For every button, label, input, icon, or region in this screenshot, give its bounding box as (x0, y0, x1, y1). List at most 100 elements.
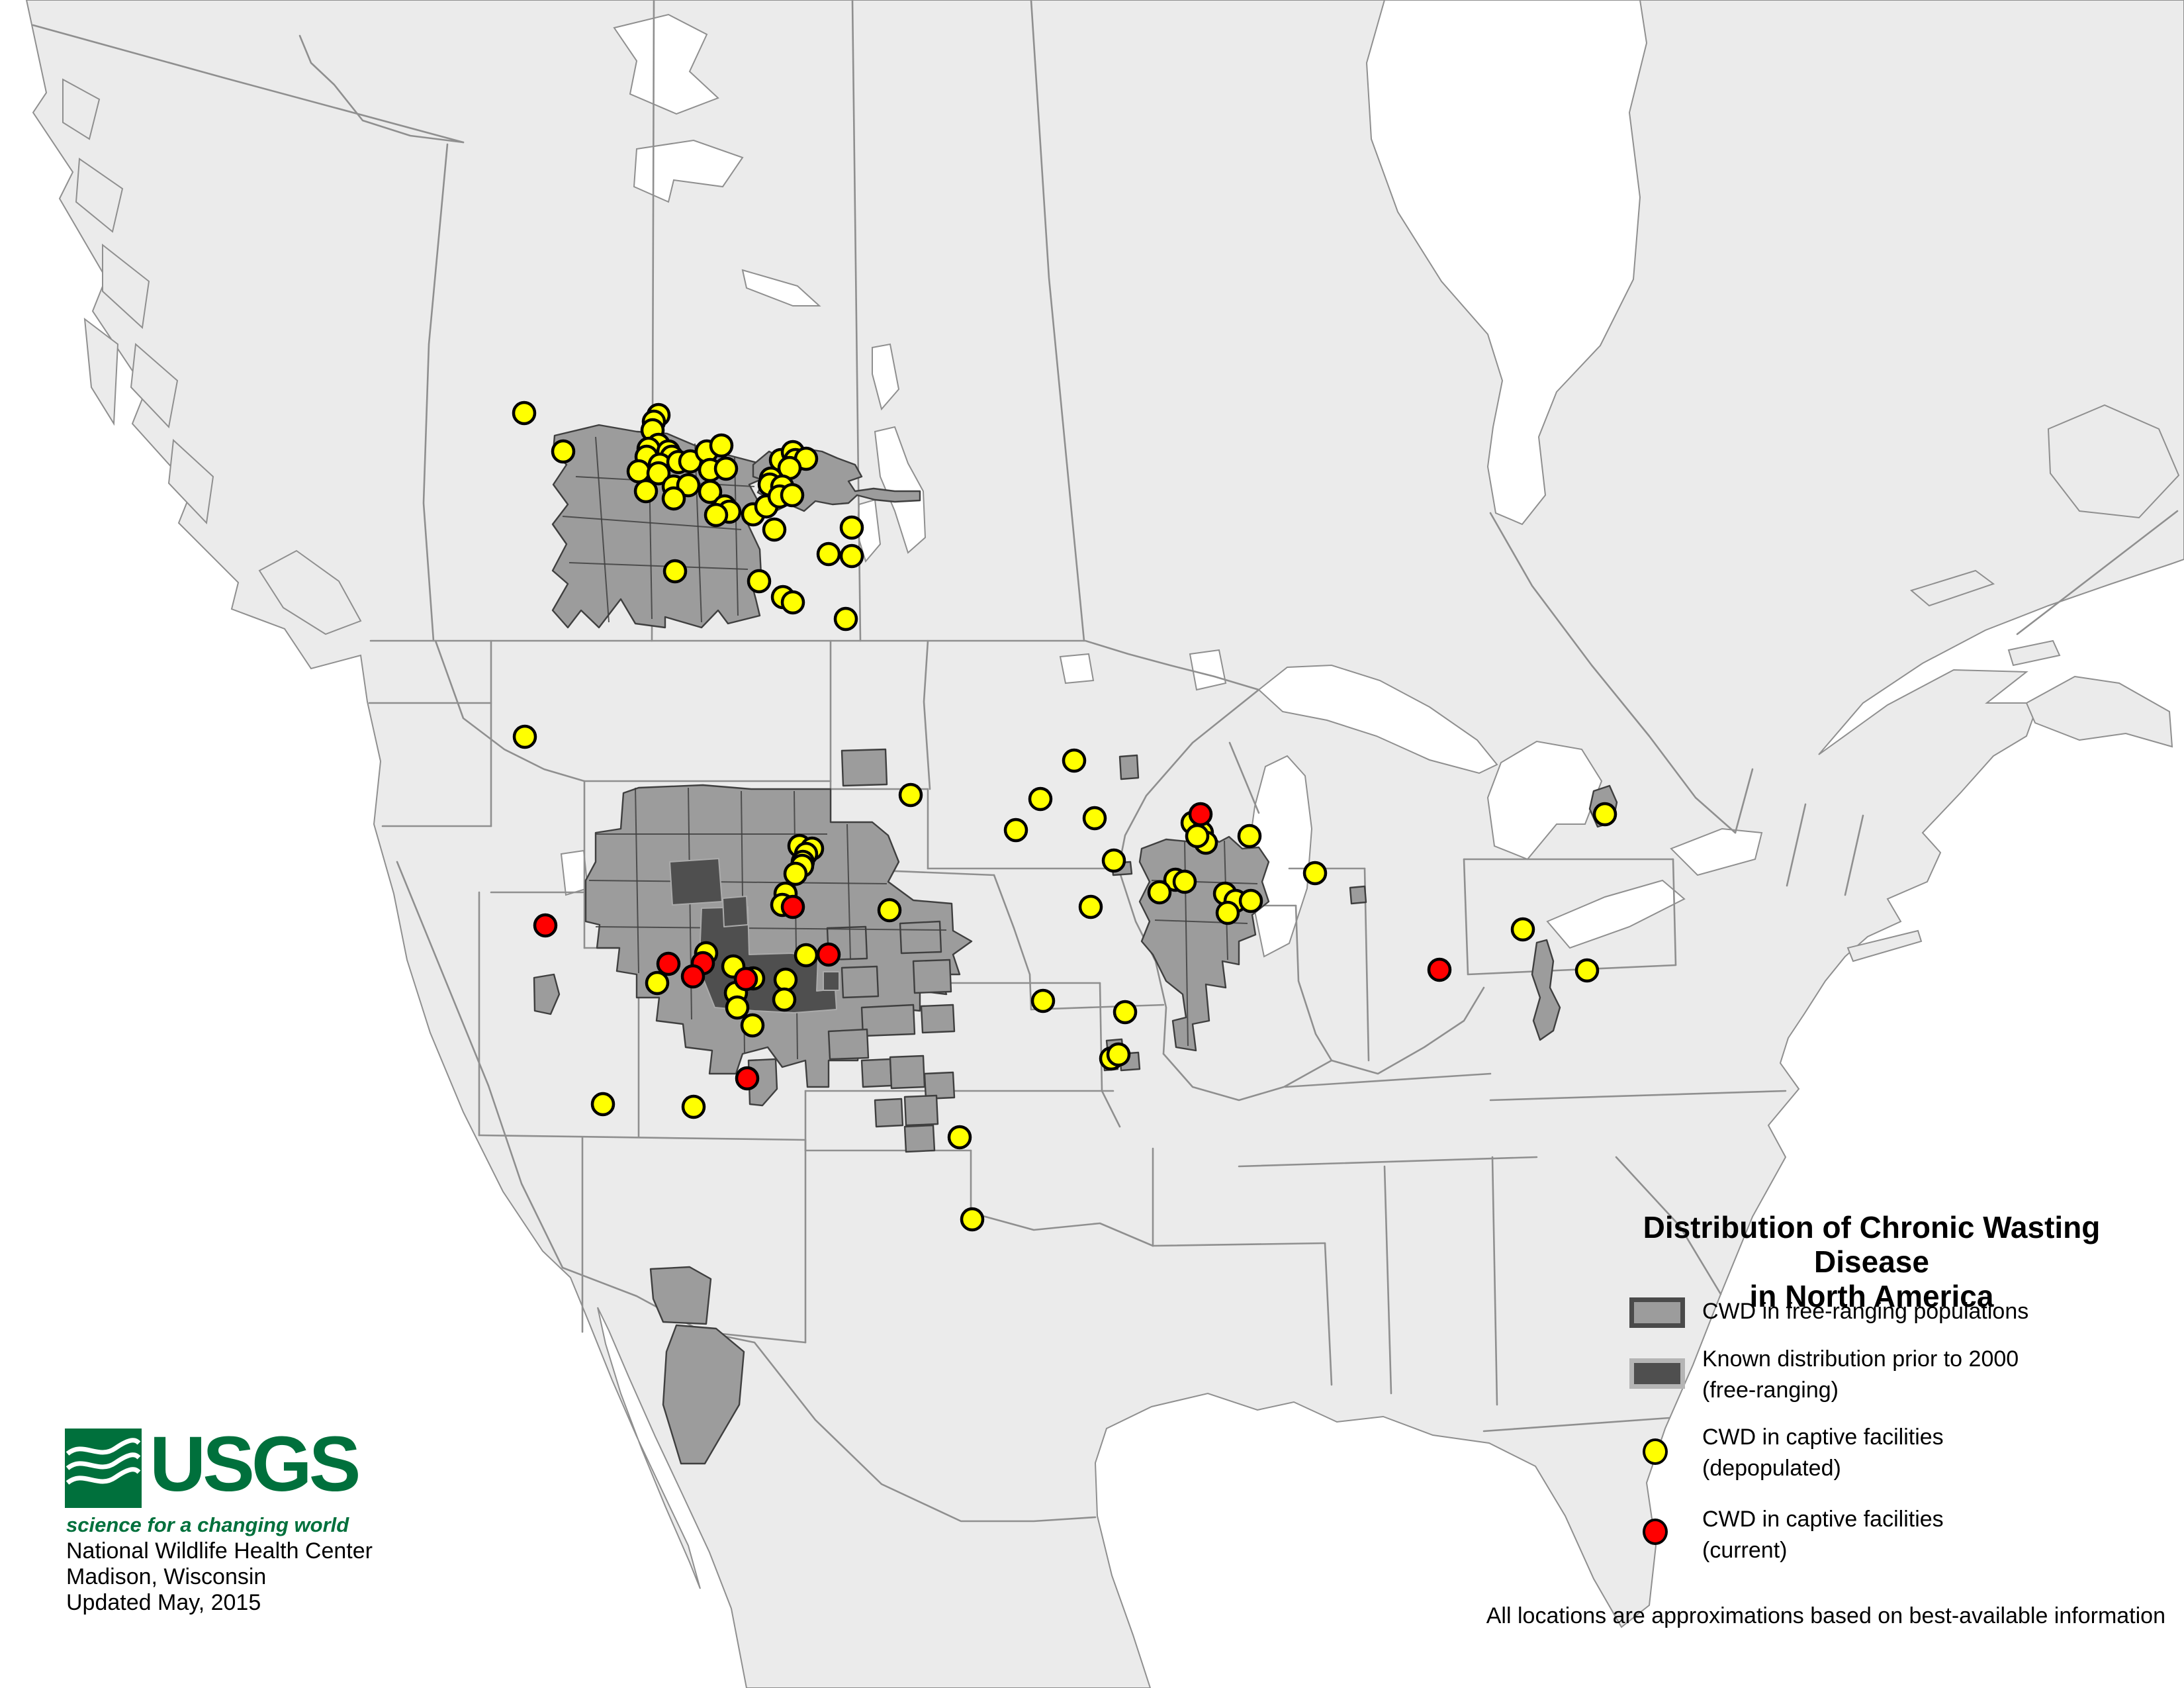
captive-facility-depopulated-dot (1113, 1000, 1138, 1025)
great-bear-lake (613, 13, 719, 115)
captive-facility-depopulated-dot (877, 898, 902, 923)
captive-facility-current-dot (680, 964, 705, 989)
legend-title-line2: in North America (1749, 1279, 1994, 1313)
captive-facility-current-dot (533, 913, 558, 938)
usgs-tagline: science for a changing world (66, 1513, 349, 1536)
captive-facility-current-dot (1427, 957, 1452, 982)
captive-facility-current-dot (656, 951, 681, 976)
captive-facility-depopulated-dot (1082, 806, 1107, 831)
prince-edward-island (2007, 639, 2061, 667)
captive-facility-depopulated-dot (698, 479, 723, 504)
captive-facility-depopulated-dot (794, 943, 819, 968)
captive-facility-depopulated-dot (1510, 917, 1535, 942)
region-free (649, 1266, 712, 1325)
lake-nipigon (1189, 649, 1227, 691)
continent-outline (25, 0, 2184, 1688)
captive-facility-depopulated-dot (780, 590, 805, 615)
captive-facility-current-dot (816, 942, 841, 967)
captive-facility-depopulated-dot (512, 724, 537, 749)
credit-line-org: National Wildlife Health Center (66, 1538, 373, 1564)
captive-facility-depopulated-dot (780, 483, 805, 508)
facility-dots-layer (512, 400, 1617, 1232)
captive-facility-depopulated-dot (1062, 748, 1087, 773)
prior-2000-swatch (1629, 1358, 1685, 1389)
region-free (1118, 754, 1140, 780)
captive-facility-depopulated-dot (646, 461, 671, 486)
region-free (920, 1004, 956, 1034)
newfoundland-island (2047, 404, 2180, 519)
region-seam (595, 926, 947, 931)
region-free (533, 973, 561, 1015)
alaska-islands (62, 78, 214, 525)
captive-facility-depopulated-dot (1185, 823, 1210, 849)
landmass-layer (25, 0, 2184, 1688)
nova-scotia (2025, 675, 2173, 748)
free-ranging-swatch (1629, 1297, 1685, 1328)
captive-facility-depopulated-dot (676, 473, 701, 498)
lake-superior (1257, 664, 1498, 774)
red-circle-marker (1643, 1519, 1668, 1545)
usgs-waves-icon (66, 1438, 141, 1485)
captive-facility-depopulated-dot (709, 433, 734, 458)
captive-facility-depopulated-dot (662, 559, 688, 584)
captive-facility-depopulated-dot (762, 517, 787, 542)
captive-facility-depopulated-dot (947, 1125, 972, 1150)
region-free (923, 1071, 956, 1100)
legend-label: CWD in captive facilities (current) (1702, 1507, 1944, 1563)
anticosti-island (1909, 569, 1995, 607)
region-seam (694, 443, 702, 623)
captive-facility-depopulated-dot (772, 987, 797, 1012)
region-seam (595, 436, 610, 623)
lake-ontario (1670, 827, 1763, 876)
region-prior (823, 971, 840, 991)
region-prior (669, 858, 723, 906)
approximation-note: All locations are approximations based o… (1486, 1603, 2165, 1628)
captive-facility-depopulated-dot (1101, 848, 1126, 873)
captive-facility-depopulated-dot (839, 543, 864, 569)
captive-facility-depopulated-dot (645, 970, 670, 996)
captive-facility-depopulated-dot (1028, 786, 1053, 812)
region-free (912, 959, 952, 994)
region-free (899, 920, 942, 955)
long-island (1846, 929, 1923, 962)
captive-facility-depopulated-dot (512, 400, 537, 426)
captive-facility-depopulated-dot (898, 782, 923, 808)
captive-facility-depopulated-dot (1237, 823, 1262, 849)
captive-facility-depopulated-dot (747, 569, 772, 594)
captive-facility-depopulated-dot (725, 995, 750, 1020)
captive-facility-depopulated-dot (1147, 880, 1172, 905)
reindeer-lake (872, 343, 900, 411)
region-free (827, 1028, 870, 1060)
region-prior (722, 896, 749, 927)
captive-facility-depopulated-dot (661, 486, 686, 511)
region-free (860, 1058, 893, 1088)
region-free (860, 1004, 916, 1037)
region-free (903, 1124, 936, 1153)
region-free (841, 965, 880, 999)
credits-block: USGS science for a changing world Nation… (65, 1421, 568, 1615)
captive-facility-depopulated-dot (1172, 869, 1197, 894)
region-free (841, 748, 888, 787)
region-free (903, 1094, 939, 1127)
region-seam (846, 823, 851, 961)
captive-facility-depopulated-dot (833, 606, 858, 632)
region-seam (562, 516, 742, 530)
credit-lines: National Wildlife Health Center Madison,… (66, 1538, 373, 1616)
vancouver-island (258, 549, 362, 635)
cwd-regions-layer (533, 424, 1618, 1465)
captive-facility-depopulated-dot (773, 967, 798, 992)
captive-facility-current-dot (780, 894, 805, 919)
usgs-logo-icon (65, 1429, 142, 1508)
legend-title: Distribution of Chronic Wasting Disease … (1594, 1210, 2150, 1313)
region-seam (588, 880, 887, 884)
region-free (874, 1098, 904, 1128)
captive-facility-depopulated-dot (713, 456, 739, 481)
captive-facility-depopulated-dot (1302, 861, 1328, 886)
lake-of-the-woods (1059, 653, 1095, 684)
captive-facility-depopulated-dot (1030, 988, 1056, 1013)
captive-facility-depopulated-dot (960, 1207, 985, 1232)
lake-erie (1546, 879, 1686, 949)
legend-label: CWD in captive facilities (depopulated) (1702, 1425, 1944, 1481)
